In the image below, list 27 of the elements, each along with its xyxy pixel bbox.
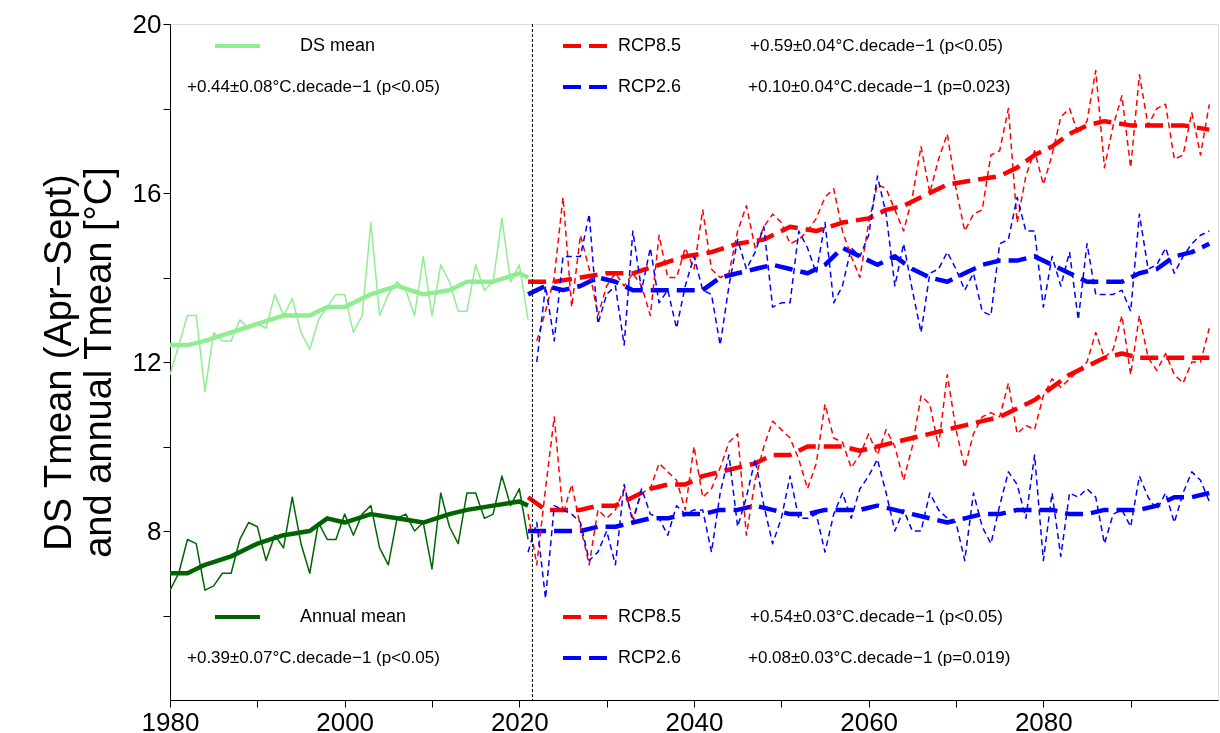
x-tick-label: 1980 [141, 706, 200, 733]
annotation: +0.10±0.04°C.decade−1 (p=0.023) [748, 77, 1011, 96]
y-tick-label: 12 [132, 346, 162, 377]
legend-label: DS mean [300, 35, 376, 55]
annotation: +0.54±0.03°C.decade−1 (p<0.05) [750, 607, 1003, 626]
line-series [527, 314, 1211, 566]
line-series [170, 475, 529, 591]
x-tick-label: 2000 [316, 706, 375, 733]
line-series [527, 454, 1211, 600]
annotation: +0.08±0.03°C.decade−1 (p=0.019) [748, 648, 1011, 667]
y-axis-title: DS Tmean (Apr−Sept) and annual Tmean [°C] [36, 167, 119, 558]
y-tick-label: 8 [147, 515, 162, 546]
legend-label: Annual mean [300, 606, 407, 626]
x-tick-label: 2060 [840, 706, 899, 733]
y-tick-label: 16 [132, 177, 162, 208]
legend-label: RCP2.6 [618, 647, 682, 667]
line-series [170, 217, 529, 393]
x-tick-label: 2080 [1014, 706, 1073, 733]
annotation: +0.44±0.08°C.decade−1 (p<0.05) [187, 77, 440, 96]
annotation: +0.59±0.04°C.decade−1 (p<0.05) [750, 36, 1003, 55]
y-tick-label: 20 [132, 8, 162, 39]
legend-label: RCP8.5 [618, 35, 682, 55]
annotation: +0.39±0.07°C.decade−1 (p<0.05) [187, 648, 440, 667]
x-tick-label: 2020 [490, 706, 549, 733]
x-tick-label: 2040 [665, 706, 724, 733]
legend-label: RCP8.5 [618, 606, 682, 626]
legend-label: RCP2.6 [618, 76, 682, 96]
